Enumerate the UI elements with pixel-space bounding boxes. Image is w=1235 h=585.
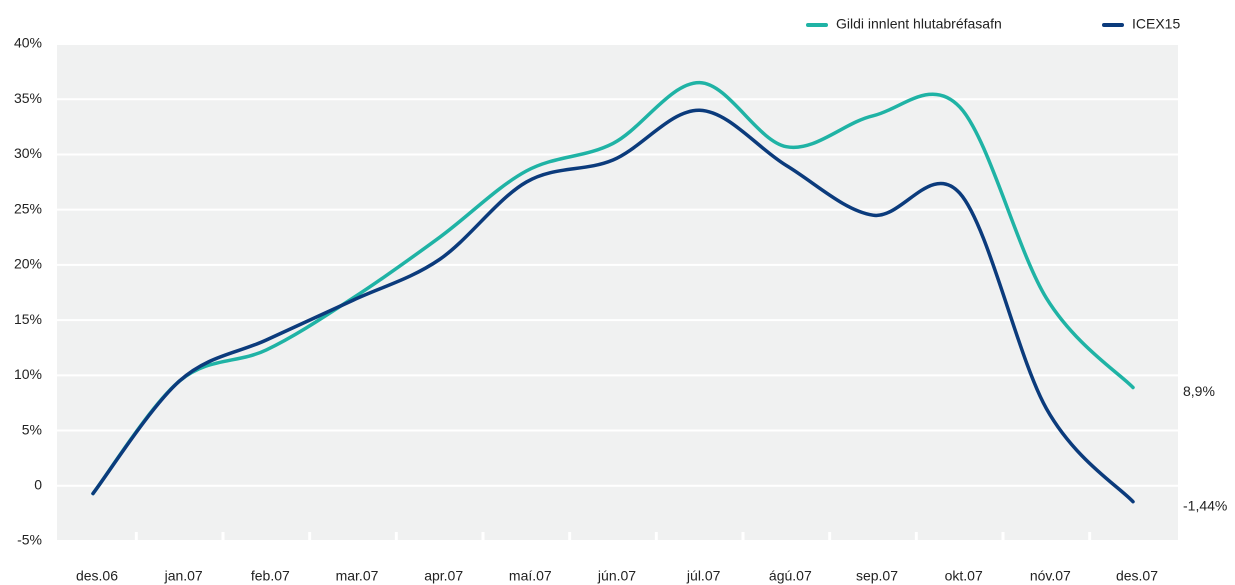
legend-label: Gildi innlent hlutabréfasafn — [836, 16, 1002, 32]
y-tick-label: 5% — [22, 421, 42, 437]
y-tick-label: 15% — [14, 311, 42, 327]
x-tick-label: des.07 — [1116, 568, 1158, 584]
x-tick-label: júl.07 — [686, 568, 721, 584]
x-tick-label: nóv.07 — [1030, 568, 1071, 584]
y-tick-label: -5% — [17, 532, 42, 548]
data-label: 8,9% — [1183, 383, 1215, 399]
x-tick-label: apr.07 — [424, 568, 463, 584]
x-tick-label: maí.07 — [509, 568, 552, 584]
x-tick-label: ágú.07 — [769, 568, 812, 584]
y-tick-label: 0 — [34, 476, 42, 492]
x-tick-label: jún.07 — [597, 568, 636, 584]
x-tick-label: feb.07 — [251, 568, 290, 584]
legend-label: ICEX15 — [1132, 16, 1180, 32]
x-tick-label: jan.07 — [164, 568, 203, 584]
x-tick-label: okt.07 — [945, 568, 983, 584]
y-tick-label: 30% — [14, 145, 42, 161]
x-tick-label: sep.07 — [856, 568, 898, 584]
series-line — [91, 80, 1135, 496]
y-tick-label: 20% — [14, 256, 42, 272]
y-tick-label: 35% — [14, 90, 42, 106]
y-tick-label: 40% — [14, 35, 42, 51]
data-label: -1,44% — [1183, 497, 1227, 513]
x-tick-label: des.06 — [76, 568, 118, 584]
x-tick-label: mar.07 — [336, 568, 379, 584]
y-tick-label: 25% — [14, 200, 42, 216]
plot-area — [57, 44, 1178, 541]
y-tick-label: 10% — [14, 366, 42, 382]
series-line — [91, 108, 1135, 504]
